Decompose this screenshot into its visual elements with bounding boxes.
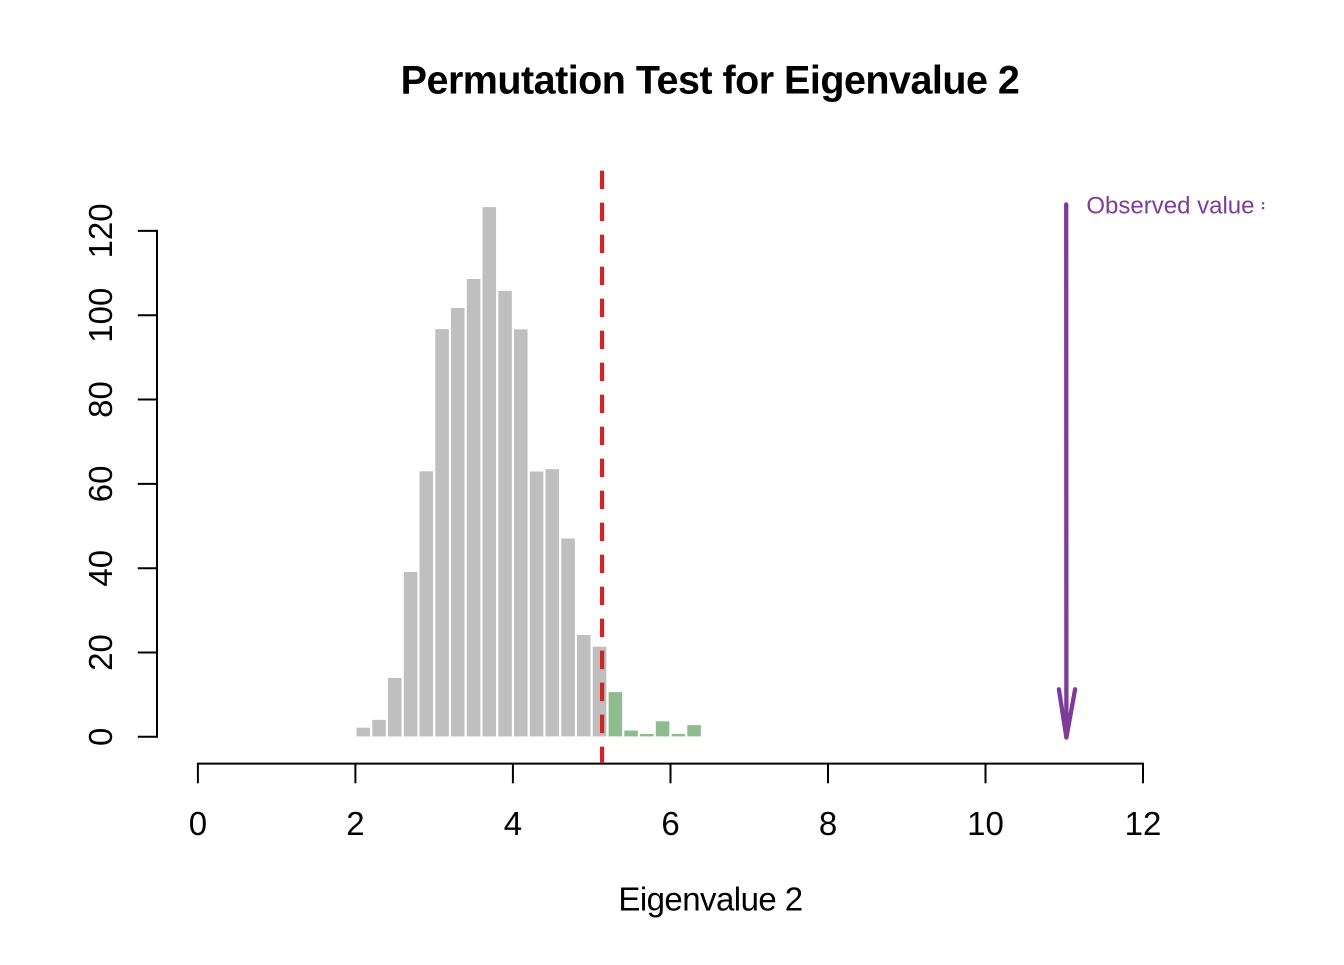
svg-text:40: 40 — [82, 550, 119, 587]
svg-text:Permutation Test for Eigenvalu: Permutation Test for Eigenvalue 2 — [401, 59, 1020, 103]
svg-text:6: 6 — [661, 805, 679, 842]
svg-text:0: 0 — [82, 728, 119, 746]
svg-text:100: 100 — [82, 288, 119, 343]
svg-text:2: 2 — [346, 805, 364, 842]
svg-text:8: 8 — [819, 805, 837, 842]
svg-text:80: 80 — [82, 381, 119, 418]
svg-text:120: 120 — [82, 203, 119, 258]
svg-text:4: 4 — [504, 805, 522, 842]
svg-text:12: 12 — [1125, 805, 1162, 842]
svg-text:20: 20 — [82, 634, 119, 671]
svg-text:Observed value: Observed value — [1086, 192, 1254, 219]
svg-text:0: 0 — [189, 805, 207, 842]
svg-text:10: 10 — [967, 805, 1004, 842]
svg-text:60: 60 — [82, 466, 119, 503]
svg-text:Eigenvalue 2: Eigenvalue 2 — [618, 880, 802, 917]
